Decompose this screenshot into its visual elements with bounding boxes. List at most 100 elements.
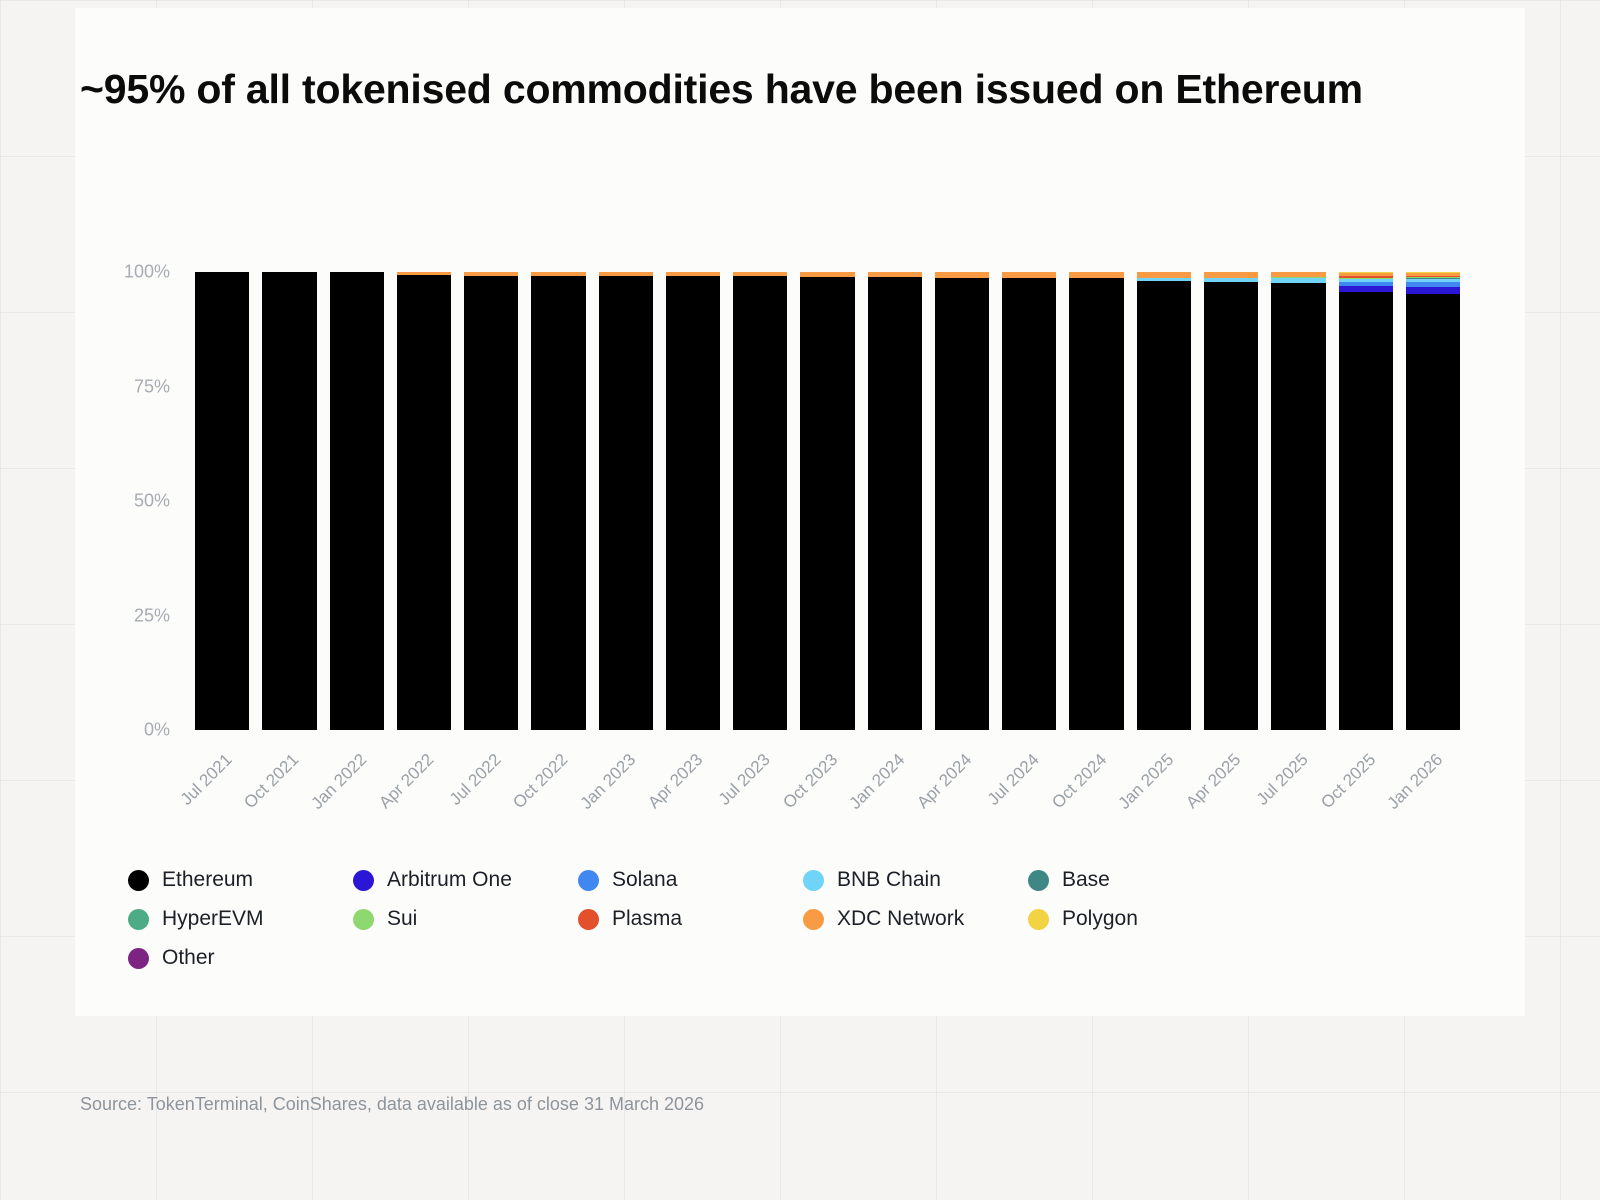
segment-xdc-network [598,272,653,276]
legend-dot-hyperevm [128,908,149,930]
bar-jul-2023 [733,272,788,730]
segment-ethereum [531,275,586,730]
bar-apr-2024 [934,272,990,730]
segment-bnb-chain [1405,279,1461,283]
bar-apr-2022 [396,272,452,730]
legend-label: Plasma [612,907,683,930]
segment-xdc-network [1338,272,1393,277]
x-tick-label: Apr 2022 [375,750,438,813]
segment-bnb-chain [1271,278,1326,283]
segment-ethereum [1338,291,1393,730]
bar-jan-2022 [329,272,384,730]
legend-label: Polygon [1062,907,1138,930]
legend-dot-polygon [1028,908,1049,930]
segment-xdc-network [1405,273,1461,276]
legend-dot-arbitrum-one [353,869,374,891]
segment-xdc-network [396,272,452,276]
segment-xdc-network [800,272,855,278]
segment-xdc-network [733,272,788,277]
bar-jan-2024 [867,272,922,730]
x-tick-apr-2024: Apr 2024 [913,740,989,855]
x-tick-label: Jul 2022 [445,750,505,809]
x-tick-label: Jul 2023 [714,750,774,809]
x-tick-apr-2025: Apr 2025 [1182,740,1258,855]
legend-label: Base [1062,868,1110,891]
segment-arbitrum-one [1338,285,1393,292]
x-tick-label: Oct 2023 [778,750,841,813]
segment-solana [1405,282,1461,287]
legend-dot-bnb-chain [803,869,824,891]
legend-item-bnb-chain: BNB Chain [803,868,1028,892]
segment-ethereum [800,277,855,730]
legend-dot-ethereum [128,869,149,891]
segment-xdc-network [934,272,990,278]
segment-bnb-chain [1136,277,1191,281]
segment-bnb-chain [1338,279,1393,283]
bar-jan-2023 [598,272,653,730]
legend-dot-xdc-network [803,908,824,930]
legend-item-hyperevm: HyperEVM [128,907,353,931]
y-tick-label: 100% [123,261,170,282]
segment-polygon [1405,272,1461,273]
x-tick-label: Jan 2024 [845,750,909,813]
segment-plasma [1405,275,1461,277]
segment-ethereum [1271,282,1326,730]
segment-sui [1338,278,1393,279]
x-tick-apr-2023: Apr 2023 [644,740,720,855]
x-tick-apr-2022: Apr 2022 [375,740,451,855]
segment-xdc-network [867,272,922,278]
y-tick-label: 75% [133,376,170,396]
x-tick-label: Jan 2026 [1383,750,1447,813]
segment-ethereum [329,272,384,730]
legend-item-other: Other [128,946,353,970]
legend-item-solana: Solana [578,868,803,892]
segment-xdc-network [1002,272,1057,278]
segment-ethereum [867,277,922,730]
bar-oct-2022 [531,272,586,730]
legend-label: BNB Chain [837,868,941,891]
bar-oct-2023 [800,272,855,730]
bar-oct-2024 [1069,272,1124,730]
legend-dot-base [1028,869,1049,891]
legend-label: Other [162,946,215,969]
x-tick-label: Oct 2021 [240,750,303,813]
segment-xdc-network [1136,272,1191,278]
legend-item-polygon: Polygon [1028,907,1253,931]
segment-ethereum [262,272,317,730]
bar-jul-2024 [1002,272,1057,730]
x-tick-label: Oct 2024 [1047,750,1111,813]
segment-ethereum [733,276,788,730]
bar-jul-2022 [464,272,519,730]
segment-ethereum [1002,277,1057,730]
legend-label: HyperEVM [162,907,264,930]
y-tick-label: 0% [143,719,170,740]
legend-dot-solana [578,869,599,891]
segment-xdc-network [531,272,586,276]
segment-ethereum [396,275,452,730]
bar-jan-2026 [1405,272,1461,730]
bar-jan-2025 [1136,272,1191,730]
x-tick-label: Apr 2024 [913,750,976,813]
y-tick-label: 25% [133,605,170,625]
segment-ethereum [1405,293,1461,730]
segment-xdc-network [464,272,519,276]
segment-xdc-network [1203,272,1259,278]
y-tick-label: 50% [133,490,170,511]
legend-dot-sui [353,908,374,930]
x-tick-label: Jul 2024 [983,750,1043,809]
legend: Ethereum Arbitrum One Solana BNB Chain Base H… [128,868,1418,970]
segment-xdc-network [1069,272,1124,278]
x-tick-label: Oct 2022 [509,750,572,813]
segment-ethereum [195,272,250,730]
source-note: Source: TokenTerminal, CoinShares, data … [80,1094,705,1114]
legend-item-xdc-network: XDC Network [803,907,1028,931]
segment-ethereum [464,275,519,730]
segment-ethereum [598,275,653,730]
legend-item-base: Base [1028,868,1253,892]
legend-item-ethereum: Ethereum [128,868,353,892]
x-tick-label: Apr 2025 [1182,750,1245,813]
bar-jul-2021 [195,272,250,730]
segment-sui [1271,277,1326,278]
plot-area [195,272,1461,730]
chart-title: ~95% of all tokenised commodities have b… [80,66,1363,112]
